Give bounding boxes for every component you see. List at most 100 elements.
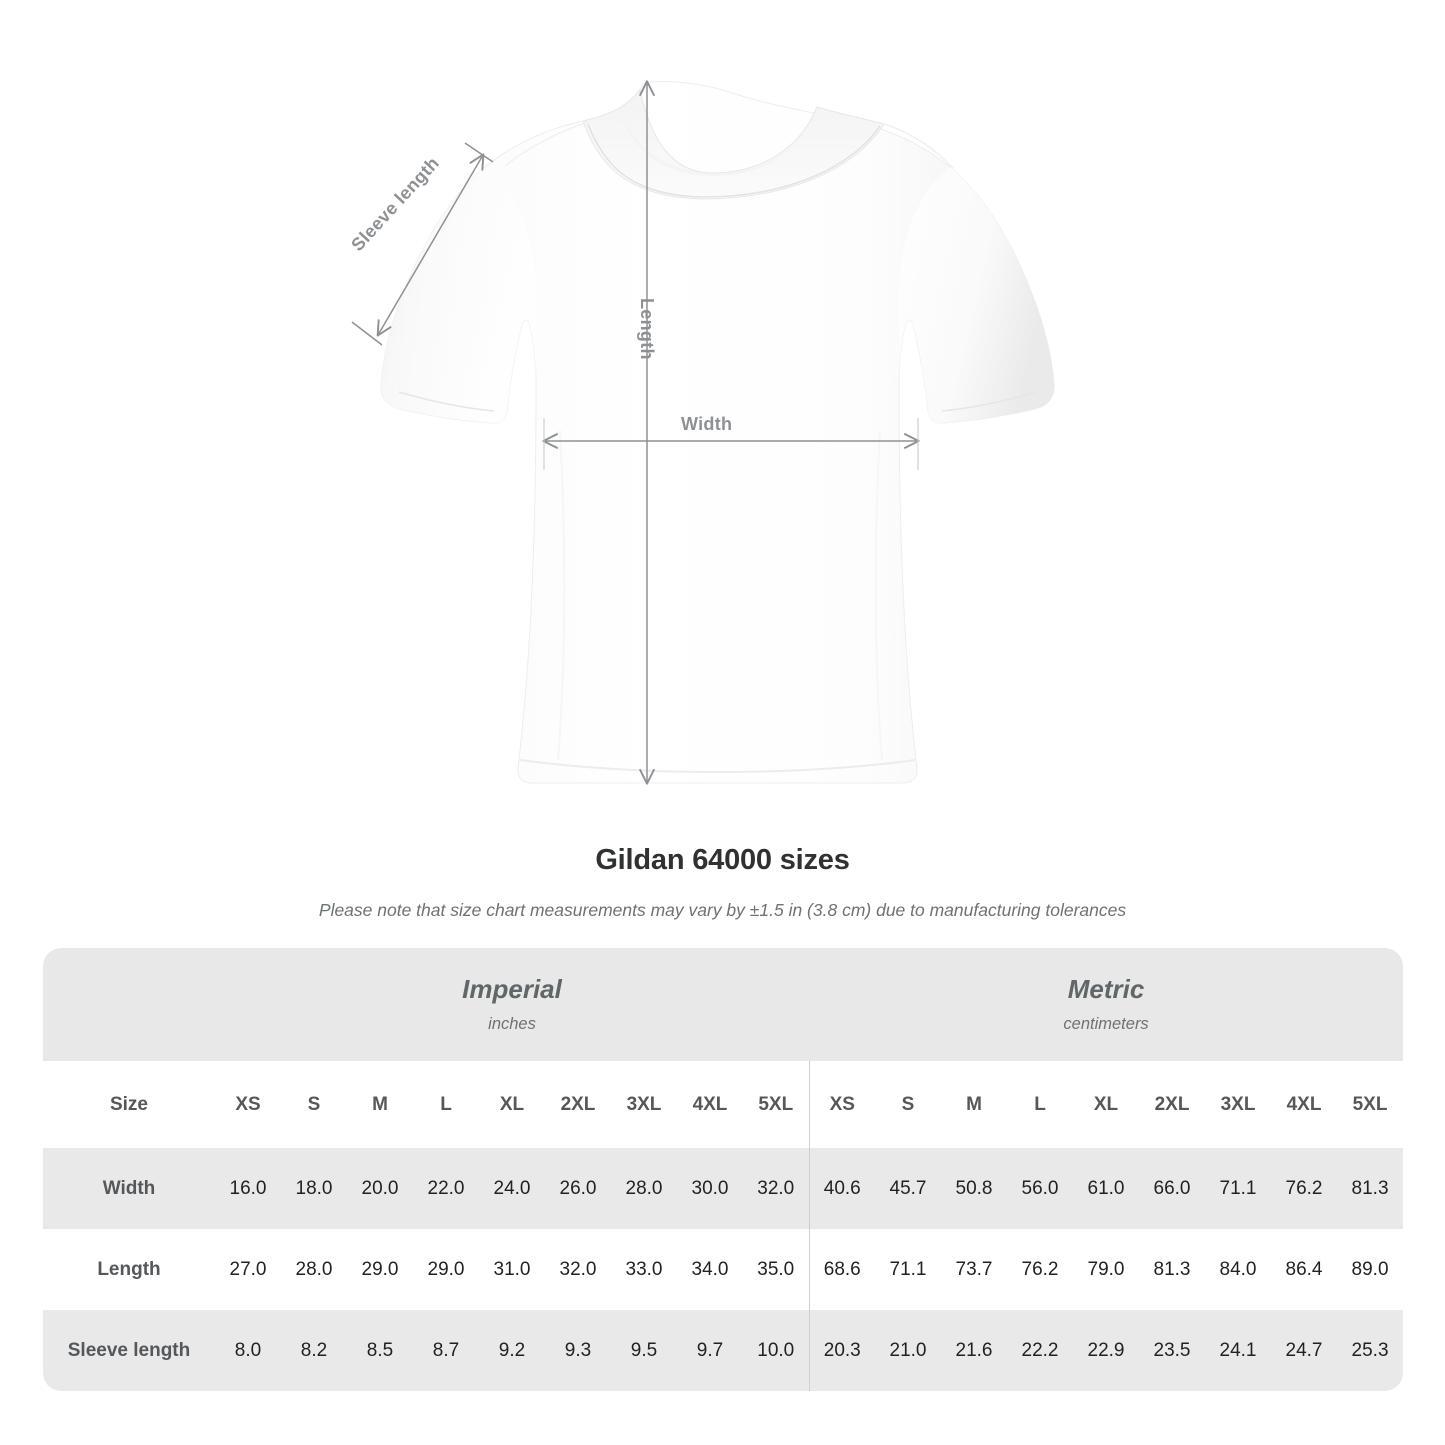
cell-metric-sleeve-length-5xl: 25.3 <box>1337 1310 1404 1391</box>
cell-metric-length-3xl: 84.0 <box>1205 1229 1272 1310</box>
cell-imperial-width-xs: 16.0 <box>215 1148 281 1229</box>
cell-metric-length-2xl: 81.3 <box>1139 1229 1206 1310</box>
cell-metric-width-l: 56.0 <box>1007 1148 1074 1229</box>
table-row: Length 27.0 28.0 29.0 29.0 31.0 32.0 33.0 34.0 35… <box>43 1229 1404 1310</box>
left-shoulder-seam <box>504 121 589 167</box>
size-header-metric-m: M <box>941 1061 1008 1148</box>
cell-imperial-width-xl: 24.0 <box>479 1148 545 1229</box>
cell-metric-length-s: 71.1 <box>875 1229 942 1310</box>
tshirt-illustration <box>351 80 1055 785</box>
size-header-imperial-2xl: 2XL <box>545 1061 611 1148</box>
cell-metric-width-xs: 40.6 <box>808 1148 876 1229</box>
size-header-imperial-5xl: 5XL <box>743 1061 810 1148</box>
size-header-metric-xl: XL <box>1073 1061 1140 1148</box>
size-header-metric-4xl: 4XL <box>1271 1061 1338 1148</box>
right-sleeve-shading <box>899 167 1055 424</box>
cell-metric-length-l: 76.2 <box>1007 1229 1074 1310</box>
cell-imperial-width-m: 20.0 <box>347 1148 413 1229</box>
cell-imperial-sleeve-length-xl: 9.2 <box>479 1310 545 1391</box>
size-header-row: Size XS S M L XL 2XL 3XL 4XL 5XL XS S M L XL 2XL 3XL 4XL 5… <box>43 1061 1404 1148</box>
cell-metric-length-5xl: 89.0 <box>1337 1229 1404 1310</box>
tshirt-shape <box>380 81 1055 784</box>
unit-subtitle: inches <box>488 1014 536 1033</box>
size-header-imperial-xs: XS <box>215 1061 281 1148</box>
cell-imperial-width-s: 18.0 <box>281 1148 347 1229</box>
cell-metric-width-3xl: 71.1 <box>1205 1148 1272 1229</box>
cell-imperial-sleeve-length-5xl: 10.0 <box>743 1310 810 1391</box>
cell-metric-sleeve-length-s: 21.0 <box>875 1310 942 1391</box>
cell-imperial-length-l: 29.0 <box>413 1229 479 1310</box>
size-header-metric-s: S <box>875 1061 942 1148</box>
size-chart-table: Imperial inches Metric centimeters Size XS S M L… <box>43 948 1404 1391</box>
fold-line-1 <box>557 429 566 761</box>
size-chart-header: Gildan 64000 sizes Please note that size… <box>0 840 1445 924</box>
cell-metric-sleeve-length-3xl: 24.1 <box>1205 1310 1272 1391</box>
row-label-width: Width <box>43 1148 215 1229</box>
size-header-imperial-4xl: 4XL <box>677 1061 743 1148</box>
unit-banner-row: Imperial inches Metric centimeters <box>43 948 1404 1061</box>
size-header-imperial-l: L <box>413 1061 479 1148</box>
size-header-metric-l: L <box>1007 1061 1074 1148</box>
size-header-imperial-m: M <box>347 1061 413 1148</box>
cell-metric-width-xl: 61.0 <box>1073 1148 1140 1229</box>
left-sleeve-shading <box>380 167 536 424</box>
size-header-metric-2xl: 2XL <box>1139 1061 1206 1148</box>
fold-line-2 <box>874 429 883 761</box>
cell-imperial-sleeve-length-3xl: 9.5 <box>611 1310 677 1391</box>
cell-imperial-length-2xl: 32.0 <box>545 1229 611 1310</box>
cell-imperial-sleeve-length-4xl: 9.7 <box>677 1310 743 1391</box>
left-sleeve-hem <box>398 391 495 412</box>
unit-name: Imperial <box>462 973 562 1004</box>
cell-imperial-width-l: 22.0 <box>413 1148 479 1229</box>
size-header-imperial-xl: XL <box>479 1061 545 1148</box>
cell-imperial-length-4xl: 34.0 <box>677 1229 743 1310</box>
cell-imperial-length-5xl: 35.0 <box>743 1229 810 1310</box>
page-title: Gildan 64000 sizes <box>595 844 850 876</box>
right-shoulder-seam <box>883 123 954 169</box>
cell-metric-width-4xl: 76.2 <box>1271 1148 1338 1229</box>
size-header-imperial-s: S <box>281 1061 347 1148</box>
banner-spacer <box>43 948 215 1061</box>
size-header-metric-xs: XS <box>808 1061 876 1148</box>
cell-metric-width-m: 50.8 <box>941 1148 1008 1229</box>
cell-imperial-width-3xl: 28.0 <box>611 1148 677 1229</box>
cell-metric-sleeve-length-l: 22.2 <box>1007 1310 1074 1391</box>
size-header-metric-5xl: 5XL <box>1337 1061 1404 1148</box>
cell-metric-length-xl: 79.0 <box>1073 1229 1140 1310</box>
bottom-hem <box>519 759 916 773</box>
unit-subtitle: centimeters <box>1063 1014 1149 1033</box>
cell-imperial-length-s: 28.0 <box>281 1229 347 1310</box>
cell-imperial-sleeve-length-m: 8.5 <box>347 1310 413 1391</box>
cell-imperial-width-2xl: 26.0 <box>545 1148 611 1229</box>
cell-imperial-length-xl: 31.0 <box>479 1229 545 1310</box>
cell-imperial-length-3xl: 33.0 <box>611 1229 677 1310</box>
cell-metric-width-2xl: 66.0 <box>1139 1148 1206 1229</box>
cell-imperial-sleeve-length-2xl: 9.3 <box>545 1310 611 1391</box>
cell-imperial-width-5xl: 32.0 <box>743 1148 810 1229</box>
unit-banner-imperial: Imperial inches <box>215 948 810 1061</box>
cell-metric-width-5xl: 81.3 <box>1337 1148 1404 1229</box>
cell-metric-length-4xl: 86.4 <box>1271 1229 1338 1310</box>
unit-banner-metric: Metric centimeters <box>809 948 1404 1061</box>
table-row: Sleeve length 8.0 8.2 8.5 8.7 9.2 9.3 9.5 9.7 10.… <box>43 1310 1404 1391</box>
row-label-sleeve-length: Sleeve length <box>43 1310 215 1391</box>
row-label-length: Length <box>43 1229 215 1310</box>
cell-imperial-sleeve-length-xs: 8.0 <box>215 1310 281 1391</box>
cell-metric-length-m: 73.7 <box>941 1229 1008 1310</box>
cell-imperial-width-4xl: 30.0 <box>677 1148 743 1229</box>
unit-name: Metric <box>1067 973 1145 1004</box>
sleeve-tick-bottom <box>351 321 383 346</box>
size-header-metric-3xl: 3XL <box>1205 1061 1272 1148</box>
tolerance-note: Please note that size chart measurements… <box>318 900 1127 920</box>
cell-metric-length-xs: 68.6 <box>808 1229 876 1310</box>
cell-imperial-sleeve-length-l: 8.7 <box>413 1310 479 1391</box>
size-column-label: Size <box>43 1061 215 1148</box>
sleeve-tick-top <box>464 142 494 163</box>
cell-metric-sleeve-length-2xl: 23.5 <box>1139 1310 1206 1391</box>
collar-inner-rim <box>587 123 881 198</box>
cell-metric-sleeve-length-xs: 20.3 <box>808 1310 876 1391</box>
size-chart-table-container: Imperial inches Metric centimeters Size XS S M L… <box>43 948 1404 1391</box>
dimension-arrows <box>351 80 920 785</box>
size-header-imperial-3xl: 3XL <box>611 1061 677 1148</box>
product-diagram: Sleeve length Length Width <box>347 80 1055 785</box>
